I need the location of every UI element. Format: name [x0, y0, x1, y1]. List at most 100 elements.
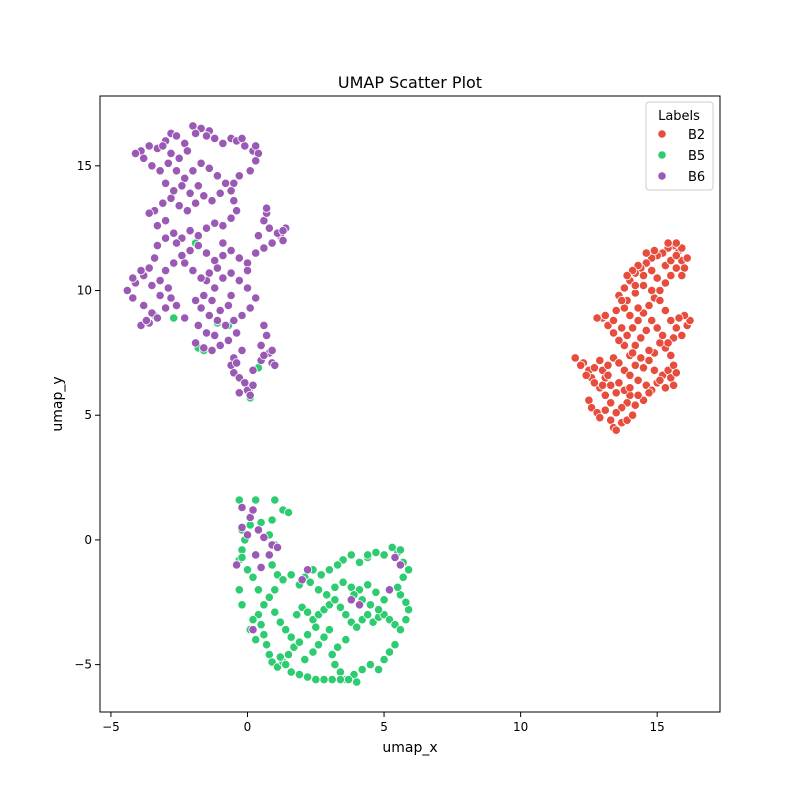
point-b6-23: [232, 206, 242, 216]
point-b2-13: [611, 425, 621, 435]
point-b2-82: [660, 305, 671, 316]
point-b6-44: [141, 315, 151, 326]
point-b2-16: [627, 410, 638, 420]
point-b5-91: [341, 635, 351, 645]
point-b2-36: [666, 350, 676, 360]
point-b2-92: [657, 330, 668, 340]
point-b6-127: [199, 191, 209, 201]
point-b2-20: [611, 388, 621, 398]
chart-title: UMAP Scatter Plot: [338, 73, 482, 92]
point-b6-135: [152, 221, 162, 231]
point-b6-181: [256, 562, 266, 573]
point-b2-64: [682, 253, 692, 263]
x-tick-label: 5: [380, 720, 388, 734]
point-b6-164: [251, 141, 261, 151]
point-b6-117: [163, 158, 173, 168]
point-b2-49: [592, 313, 602, 323]
point-b6-76: [242, 283, 253, 293]
point-b5-113: [281, 659, 291, 670]
point-b2-106: [668, 380, 679, 390]
data-points: [122, 121, 695, 687]
point-b6-168: [218, 238, 228, 248]
point-b6-178: [259, 532, 269, 543]
point-b6-151: [196, 273, 206, 283]
point-b6-154: [136, 265, 146, 276]
point-b2-130: [647, 265, 657, 276]
point-b5-66: [371, 547, 381, 558]
point-b6-93: [207, 345, 217, 355]
point-b6-24: [226, 213, 236, 223]
point-b2-62: [671, 263, 681, 273]
point-b5-127: [234, 585, 244, 595]
point-b5-105: [343, 674, 354, 685]
point-b6-142: [201, 131, 212, 141]
point-b6-118: [171, 166, 182, 176]
point-b5-87: [373, 605, 384, 615]
point-b6-160: [193, 320, 203, 330]
point-b2-131: [652, 273, 662, 283]
y-axis-label: umap_y: [50, 376, 66, 431]
point-b2-91: [663, 338, 673, 348]
x-tick-label: 10: [513, 720, 528, 734]
point-b6-46: [161, 303, 171, 313]
point-b2-96: [636, 333, 646, 343]
point-b5-118: [319, 632, 329, 642]
point-b6-81: [221, 320, 231, 330]
point-b5-43: [335, 602, 345, 612]
point-b6-57: [218, 251, 228, 261]
point-b6-88: [215, 305, 225, 316]
point-b6-77: [251, 293, 261, 303]
point-b6-58: [226, 246, 236, 256]
point-b5-20: [259, 600, 269, 610]
point-b6-66: [278, 236, 288, 246]
point-b6-89: [223, 300, 233, 311]
point-b6-48: [163, 283, 173, 293]
point-b6-17: [251, 156, 261, 166]
point-b2-105: [671, 368, 681, 378]
point-b6-128: [191, 198, 201, 208]
point-b6-80: [229, 315, 239, 326]
point-b6-159: [180, 313, 190, 323]
point-b2-123: [633, 303, 643, 313]
point-b6-166: [242, 265, 253, 276]
point-b2-60: [660, 278, 671, 288]
point-b5-107: [327, 674, 337, 685]
x-tick-label: 15: [650, 720, 665, 734]
point-b6-129: [182, 206, 192, 216]
point-b2-45: [614, 335, 624, 345]
point-b5-84: [363, 580, 373, 590]
point-b2-139: [641, 248, 651, 258]
point-b2-142: [622, 270, 632, 281]
point-b2-136: [671, 238, 681, 248]
point-b6-108: [259, 320, 269, 330]
point-b5-116: [308, 647, 318, 657]
point-b2-24: [603, 360, 613, 370]
point-b2-137: [663, 238, 673, 248]
point-b2-109: [633, 390, 643, 400]
point-b2-26: [614, 358, 624, 368]
point-b6-123: [212, 171, 222, 181]
point-b6-18: [245, 166, 255, 176]
point-b6-84: [196, 303, 206, 313]
point-b5-101: [379, 654, 389, 665]
point-b2-103: [660, 383, 671, 393]
point-b2-9: [595, 413, 605, 423]
point-b2-85: [677, 330, 687, 340]
point-b6-153: [212, 263, 222, 273]
point-b2-107: [644, 388, 654, 398]
point-b5-98: [357, 664, 367, 675]
point-b2-75: [619, 283, 630, 293]
point-b6-187: [395, 560, 405, 570]
point-b6-59: [234, 253, 244, 263]
point-b2-144: [677, 270, 687, 281]
x-tick-label: −5: [102, 720, 120, 734]
point-b6-19: [234, 171, 244, 181]
point-b6-114: [139, 153, 149, 163]
point-b5-42: [330, 595, 340, 605]
point-b6-87: [207, 295, 217, 306]
point-b6-106: [256, 340, 266, 350]
point-b6-38: [122, 285, 132, 296]
point-b5-131: [237, 552, 247, 563]
point-b5-61: [403, 565, 414, 575]
